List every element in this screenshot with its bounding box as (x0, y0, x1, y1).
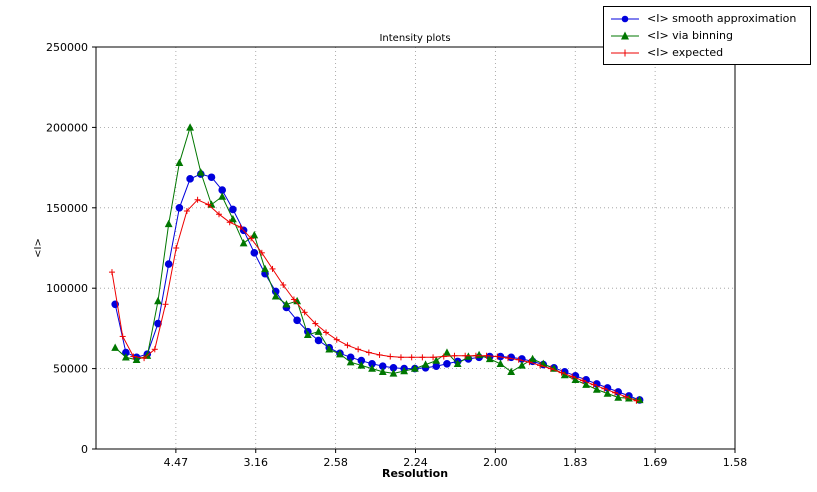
marker-triangle (496, 359, 505, 367)
marker-triangle (571, 375, 580, 384)
marker-triangle (346, 357, 355, 366)
marker-triangle (229, 214, 237, 223)
marker-triangle (303, 330, 312, 339)
marker-triangle (528, 354, 537, 363)
series-line-2 (111, 199, 637, 402)
marker-triangle (400, 366, 409, 375)
y-tick-label: 150000 (46, 202, 88, 215)
marker-circle (314, 336, 323, 345)
legend-label-smooth-approximation: <I> smooth approximation (647, 12, 797, 25)
marker-triangle (421, 360, 430, 368)
triangle-marker-icon (611, 31, 639, 39)
y-tick-label: 200000 (46, 121, 88, 134)
marker-triangle (582, 380, 591, 388)
x-axis-label: Resolution (382, 467, 448, 480)
marker-triangle (239, 238, 248, 247)
marker-circle (164, 260, 173, 268)
marker-triangle (271, 292, 280, 300)
marker-triangle (111, 343, 120, 351)
x-tick-label: 2.24 (403, 456, 428, 469)
marker-circle (443, 359, 451, 368)
x-tick-label: 2.00 (483, 456, 508, 469)
marker-triangle (325, 345, 334, 353)
marker-circle (432, 362, 441, 370)
x-tick-label: 1.69 (643, 456, 668, 469)
marker-triangle (250, 230, 259, 239)
marker-circle (293, 316, 301, 325)
marker-triangle (592, 385, 601, 393)
marker-triangle (389, 369, 398, 377)
y-tick-label: 100000 (46, 282, 88, 295)
marker-triangle (164, 219, 173, 228)
marker-triangle (336, 349, 344, 358)
y-axis-label: <I> (33, 238, 44, 258)
series-line-1 (114, 125, 640, 401)
plus-marker-icon (611, 49, 639, 56)
marker-triangle (603, 389, 612, 397)
marker-triangle (378, 367, 387, 376)
marker-triangle (186, 123, 194, 131)
marker-circle (250, 249, 259, 257)
marker-triangle (453, 359, 462, 367)
legend-item-smooth-approximation: <I> smooth approximation (610, 10, 804, 27)
marker-triangle (507, 367, 516, 376)
marker-circle (207, 173, 216, 182)
chart-title: Intensity plots (379, 33, 450, 44)
x-tick-label: 2.58 (323, 456, 348, 469)
legend: <I> smooth approximation <I> via binning… (603, 6, 811, 65)
legend-item-expected: <I> expected (610, 44, 804, 61)
y-tick-label: 250000 (46, 41, 88, 54)
marker-triangle (614, 393, 623, 401)
marker-triangle (175, 158, 184, 166)
marker-triangle (432, 356, 441, 364)
marker-triangle (154, 296, 162, 305)
x-tick-label: 1.83 (563, 456, 588, 469)
y-tick-label: 50000 (53, 363, 88, 376)
marker-triangle (485, 354, 494, 363)
x-tick-label: 3.16 (244, 456, 269, 469)
x-tick-label: 4.47 (164, 456, 189, 469)
x-tick-label: 1.58 (723, 456, 748, 469)
y-tick-label: 0 (81, 443, 88, 456)
marker-triangle (261, 264, 269, 273)
marker-triangle (635, 395, 644, 404)
legend-item-via-binning: <I> via binning (610, 27, 804, 44)
marker-triangle (410, 364, 419, 372)
marker-triangle (121, 353, 130, 361)
marker-triangle (443, 348, 451, 356)
marker-triangle (314, 327, 323, 335)
marker-triangle (550, 364, 558, 372)
marker-triangle (357, 361, 366, 369)
marker-triangle (475, 350, 483, 359)
legend-label-expected: <I> expected (647, 46, 724, 59)
circle-marker-icon (611, 15, 639, 22)
marker-triangle (282, 300, 291, 308)
marker-triangle (218, 192, 227, 200)
marker-circle (186, 175, 194, 183)
marker-triangle (517, 361, 526, 369)
marker-triangle (132, 355, 141, 363)
marker-triangle (293, 296, 302, 305)
marker-triangle (560, 370, 569, 379)
marker-triangle (368, 364, 376, 372)
marker-circle (507, 353, 515, 362)
marker-triangle (196, 168, 205, 176)
legend-label-via-binning: <I> via binning (647, 29, 733, 42)
marker-circle (229, 205, 237, 214)
marker-circle (175, 204, 184, 212)
